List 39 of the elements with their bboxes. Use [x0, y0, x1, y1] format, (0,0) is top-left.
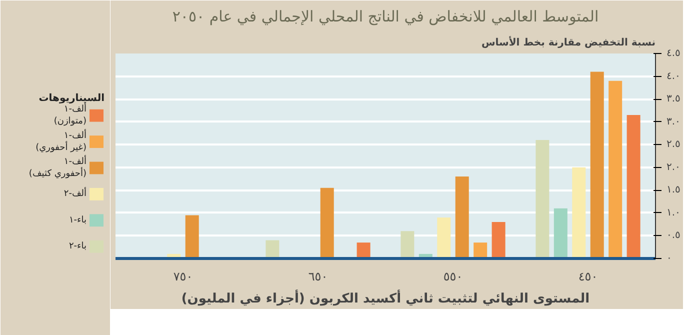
y-tick-label: ٣.٥: [666, 94, 680, 105]
legend-label: ألف-١ (متوازن): [54, 102, 87, 127]
bar: [356, 242, 370, 258]
legend-label: ألف-١ (غير أحفوري): [36, 128, 87, 153]
bar: [400, 231, 414, 258]
legend-label: باء-٢: [68, 242, 87, 252]
y-tick-label: ١.٠: [666, 207, 680, 218]
y-tick-label: ٣.٠: [666, 116, 680, 128]
x-tick-label: ٦٥٠: [308, 270, 328, 284]
x-axis-title: المستوى النهائي لتثبيت ثاني أكسيد الكربون (أجزاء في المليون): [181, 290, 590, 306]
y-tick-label: ١.٥: [666, 184, 680, 196]
bar: [590, 72, 604, 258]
y-tick-label: ٠: [666, 253, 672, 264]
legend-label: باء-١: [68, 215, 87, 226]
legend-label: ألف-٢: [64, 187, 87, 200]
x-tick-label: ٥٥٠: [443, 270, 463, 284]
bar: [626, 115, 640, 258]
y-tick-label: ٢.٠: [666, 162, 680, 173]
bar: [474, 242, 488, 258]
y-tick-label: ٠.٥: [666, 230, 680, 242]
y-tick-label: ٢.٥: [666, 139, 680, 150]
bar: [572, 167, 586, 258]
y-axis-title: نسبة التخفيض مقارنة بخط الأساس: [481, 36, 656, 48]
bar: [185, 215, 199, 258]
legend-title: السيناريوهات: [38, 92, 104, 104]
bar: [608, 80, 622, 258]
legend-label: ألف-١ (أحفوري كثيف): [28, 154, 87, 179]
y-tick-label: ٤.٥: [666, 48, 680, 59]
bar: [554, 208, 568, 258]
bar: [266, 240, 280, 258]
bar: [455, 176, 469, 258]
x-tick-label: ٤٥٠: [578, 270, 598, 284]
chart-title: المتوسط العالمي للانخفاض في الناتج المحلي الإجمالي في عام ٢٠٥٠: [172, 8, 599, 26]
bar: [536, 140, 550, 258]
bar: [437, 218, 451, 258]
x-tick-label: ٧٥٠: [173, 270, 193, 284]
bar: [320, 188, 334, 258]
y-tick-label: ٤.٠: [666, 70, 680, 82]
bar: [492, 222, 506, 258]
